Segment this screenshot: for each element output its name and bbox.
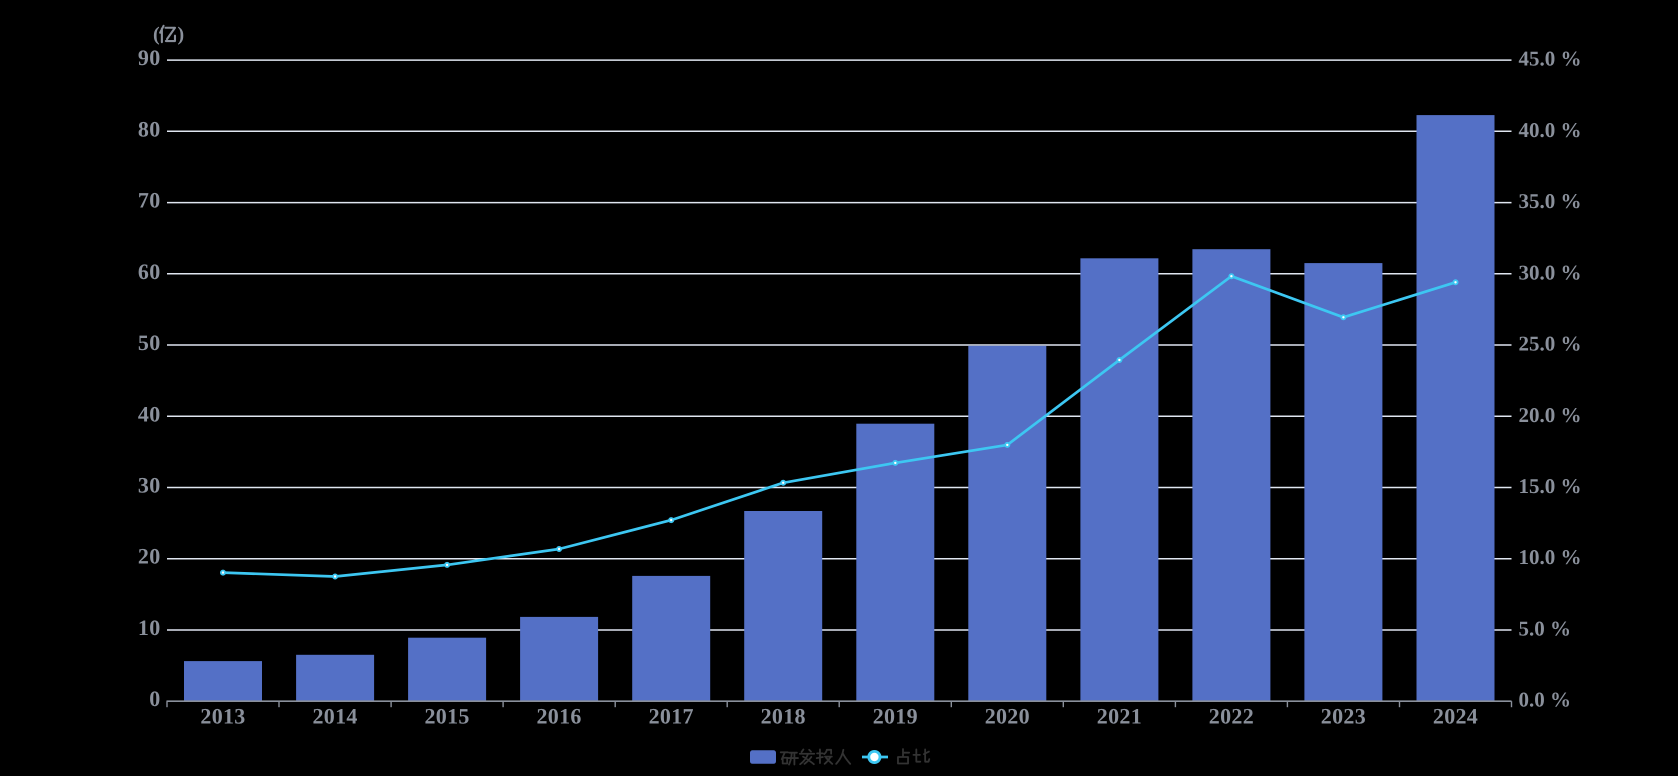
svg-text:2024: 2024	[1433, 704, 1478, 729]
svg-text:2020: 2020	[985, 704, 1030, 729]
svg-text:20.0 %: 20.0 %	[1519, 403, 1582, 427]
svg-text:20: 20	[138, 544, 161, 569]
svg-text:70: 70	[138, 188, 161, 213]
svg-text:0: 0	[149, 686, 160, 711]
svg-text:35.0 %: 35.0 %	[1519, 189, 1582, 213]
svg-text:30: 30	[138, 473, 161, 498]
svg-text:50: 50	[138, 330, 161, 355]
svg-text:60: 60	[138, 259, 161, 284]
svg-text:2016: 2016	[536, 704, 581, 729]
svg-text:2018: 2018	[761, 704, 806, 729]
svg-text:2014: 2014	[312, 704, 357, 729]
svg-text:10: 10	[138, 615, 161, 640]
svg-text:30.0 %: 30.0 %	[1519, 260, 1582, 284]
svg-text:): )	[178, 24, 185, 46]
svg-text:10.0 %: 10.0 %	[1519, 545, 1582, 569]
svg-text:2023: 2023	[1321, 704, 1366, 729]
svg-text:2015: 2015	[424, 704, 469, 729]
svg-text:2022: 2022	[1209, 704, 1254, 729]
svg-text:25.0 %: 25.0 %	[1519, 332, 1582, 356]
svg-text:2013: 2013	[200, 704, 245, 729]
svg-text:0.0 %: 0.0 %	[1519, 688, 1572, 712]
svg-text:90: 90	[138, 45, 161, 70]
svg-text:40: 40	[138, 401, 161, 426]
svg-text:(: (	[153, 24, 160, 46]
svg-text:80: 80	[138, 116, 161, 141]
svg-text:40.0 %: 40.0 %	[1519, 118, 1582, 142]
svg-text:45.0 %: 45.0 %	[1519, 47, 1582, 71]
svg-text:15.0 %: 15.0 %	[1519, 474, 1582, 498]
svg-text:2021: 2021	[1097, 704, 1142, 729]
svg-text:5.0 %: 5.0 %	[1519, 617, 1572, 641]
svg-text:2017: 2017	[649, 704, 694, 729]
svg-text:2019: 2019	[873, 704, 918, 729]
